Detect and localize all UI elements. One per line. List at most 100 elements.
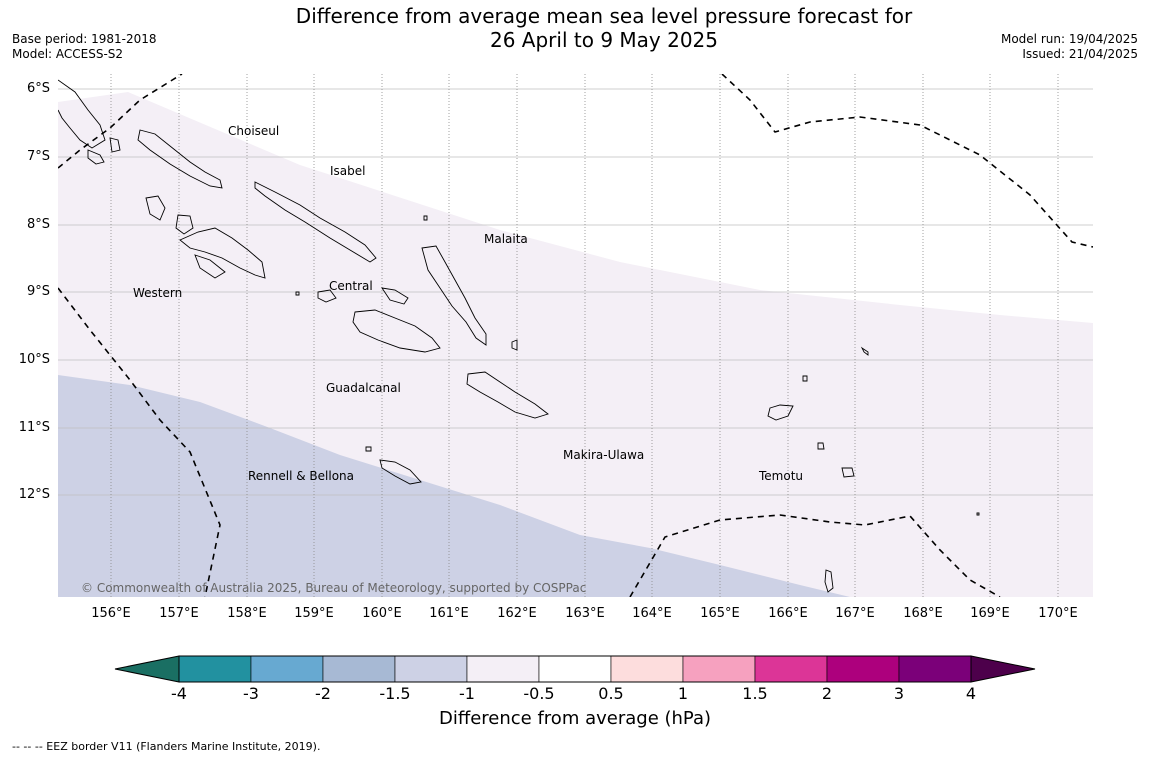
colorbar-tick-3: -2 — [315, 684, 331, 703]
region-label-makira-ulawa: Makira-Ulawa — [563, 448, 644, 462]
lon-label-159e: 159°E — [294, 606, 334, 621]
eez-border-south-east — [629, 514, 1001, 597]
small-island-coast — [295, 291, 300, 296]
eez-borders — [58, 74, 1093, 597]
colorbar-tick-9: 1.5 — [742, 684, 768, 703]
colorbar-cell-1-to-1-5 — [682, 655, 756, 683]
colorbar-tick-2: -3 — [243, 684, 259, 703]
colorbar-cell-lt-minus-4 — [114, 655, 180, 683]
colorbar-frame — [178, 655, 972, 683]
colorbar-cell-minus-1-5-to-minus-1 — [394, 655, 468, 683]
colorbar-cell-minus-2-to-minus-1-5 — [322, 655, 396, 683]
lon-label-161e: 161°E — [429, 606, 469, 621]
lat-label-10s: 10°S — [18, 352, 50, 367]
malaita-coast — [421, 245, 487, 346]
colorbar-cell-1-5-to-2 — [754, 655, 828, 683]
lat-label-9s: 9°S — [26, 284, 50, 299]
lon-label-160e: 160°E — [362, 606, 402, 621]
colorbar-cell-minus-1-to-minus-0-5 — [466, 655, 540, 683]
torres-islands-coast — [824, 569, 834, 593]
metadata-left: Base period: 1981-2018 Model: ACCESS-S2 — [12, 32, 157, 62]
small-malaita-coast — [511, 339, 518, 351]
copyright-notice: © Commonwealth of Australia 2025, Bureau… — [81, 581, 586, 595]
title-line-2: 26 April to 9 May 2025 — [490, 28, 718, 52]
lon-label-157e: 157°E — [159, 606, 199, 621]
duff-islands-coast — [860, 346, 869, 356]
latitude-gridlines — [58, 88, 1093, 496]
lon-label-167e: 167°E — [835, 606, 875, 621]
base-period: Base period: 1981-2018 — [12, 32, 157, 46]
shading-band-lower — [58, 375, 850, 597]
lon-label-156e: 156°E — [91, 606, 131, 621]
model-run: Model run: 19/04/2025 — [1000, 32, 1138, 46]
lon-label-168e: 168°E — [903, 606, 943, 621]
russell-islands-coast — [317, 289, 337, 303]
lat-label-11s: 11°S — [18, 420, 50, 435]
guadalcanal-coast — [352, 309, 441, 353]
colorbar-tick-12: 4 — [965, 684, 977, 703]
bougainville-coast — [58, 79, 106, 149]
colorbar-cell-minus-0-5-to-0-5 — [538, 655, 612, 683]
colorbar-cell-0-5-to-1 — [610, 655, 684, 683]
lon-label-162e: 162°E — [497, 606, 537, 621]
makira-coast — [466, 371, 549, 419]
florida-islands-coast — [381, 287, 409, 305]
colorbar-cell-minus-4-to-minus-3 — [178, 655, 252, 683]
title-line-1: Difference from average mean sea level p… — [295, 4, 913, 28]
region-labels: Choiseul Isabel Malaita Western Central … — [133, 124, 803, 483]
metadata-right: Model run: 19/04/2025 Issued: 21/04/2025 — [1001, 32, 1138, 62]
colorbar-tick-8: 1 — [677, 684, 689, 703]
region-label-isabel: Isabel — [330, 164, 365, 178]
colorbar-tick-5: -1 — [459, 684, 475, 703]
anuta-coast — [976, 512, 980, 516]
colorbar-cell-minus-3-to-minus-2 — [250, 655, 324, 683]
kolombangara-coast — [175, 214, 194, 235]
map-panel: Choiseul Isabel Malaita Western Central … — [58, 74, 1093, 597]
reef-islands-coast — [802, 375, 808, 382]
new-georgia-coast — [179, 227, 266, 279]
colorbar-cell-3-to-4 — [898, 655, 972, 683]
colorbar-tick-10: 2 — [821, 684, 833, 703]
bellona-coast — [365, 446, 372, 452]
lat-label-7s: 7°S — [26, 149, 50, 164]
bougainville-south-coast — [87, 149, 105, 165]
longitude-gridlines — [110, 74, 1059, 597]
colorbar-title: Difference from average (hPa) — [438, 708, 712, 729]
eez-border-north-east — [721, 74, 1093, 248]
lon-label-163e: 163°E — [565, 606, 605, 621]
santa-cruz-coast — [767, 404, 794, 421]
shortland-island-coast — [109, 137, 121, 153]
region-label-malaita: Malaita — [484, 232, 528, 246]
colorbar-tick-1: -4 — [171, 684, 187, 703]
lon-label-169e: 169°E — [970, 606, 1010, 621]
region-label-temotu: Temotu — [758, 469, 803, 483]
model-name: Model: ACCESS-S2 — [12, 47, 124, 61]
choiseul-coast — [137, 129, 223, 189]
rennell-coast — [379, 459, 422, 485]
lon-label-166e: 166°E — [768, 606, 808, 621]
coastlines — [58, 79, 980, 593]
lon-label-165e: 165°E — [700, 606, 740, 621]
lon-label-158e: 158°E — [227, 606, 267, 621]
colorbar-tick-6: -0.5 — [523, 684, 555, 703]
ontong-java-coast — [423, 215, 428, 221]
colorbar-tick-11: 3 — [893, 684, 905, 703]
eez-border-south-west — [58, 287, 221, 597]
rendova-coast — [194, 254, 226, 279]
isabel-coast — [254, 181, 377, 263]
eez-border-north-west — [58, 74, 183, 169]
region-label-guadalcanal: Guadalcanal — [326, 381, 401, 395]
eez-footnote: -- -- -- EEZ border V11 (Flanders Marine… — [12, 740, 321, 753]
vella-lavella-coast — [145, 195, 166, 221]
colorbar-tick-4: -1.5 — [379, 684, 411, 703]
region-label-western: Western — [133, 286, 182, 300]
lon-label-164e: 164°E — [632, 606, 672, 621]
utupua-coast — [817, 442, 825, 450]
colorbar-cells — [114, 655, 1036, 683]
colorbar-cell-gt-4 — [970, 655, 1036, 683]
lat-label-8s: 8°S — [26, 217, 50, 232]
lat-label-6s: 6°S — [26, 81, 50, 96]
region-label-rennell-bellona: Rennell & Bellona — [248, 469, 354, 483]
colorbar — [114, 655, 1036, 683]
